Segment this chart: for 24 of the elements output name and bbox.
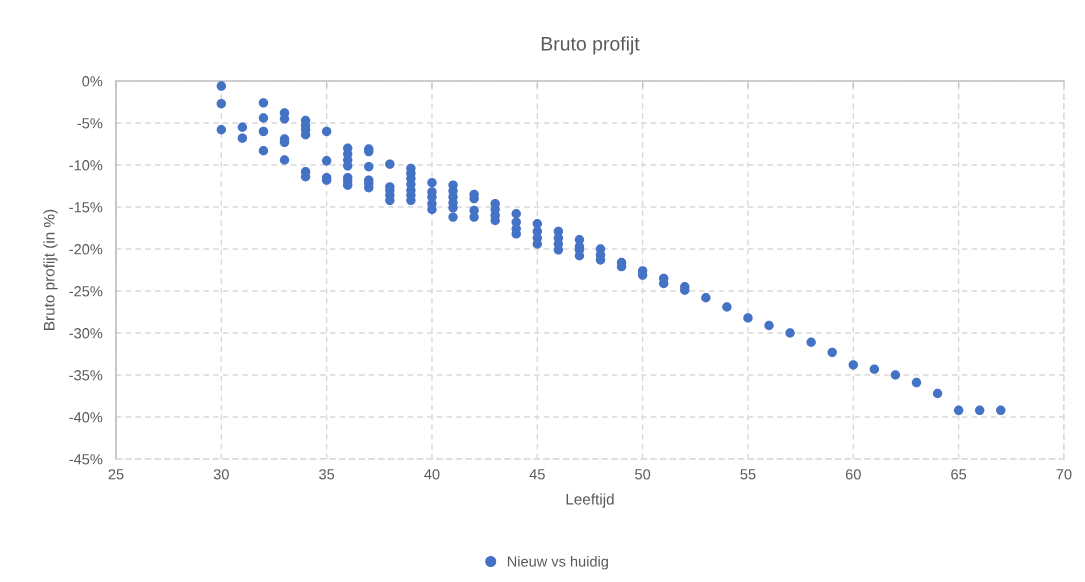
y-tick-label: -5% (77, 118, 103, 129)
x-tick-label: 70 (1056, 469, 1072, 480)
y-tick-label: -15% (69, 202, 103, 213)
y-tick-label: -45% (69, 454, 103, 465)
y-tick-label: 0% (82, 76, 103, 87)
legend-label: Nieuw vs huidig (507, 556, 608, 570)
x-tick-label: 40 (424, 469, 440, 480)
x-tick-label: 55 (740, 469, 756, 480)
chart-title: Bruto profijt (541, 36, 640, 55)
x-tick-label: 30 (213, 469, 229, 480)
y-tick-label: -25% (69, 286, 103, 297)
x-tick-label: 65 (951, 469, 967, 480)
y-tick-label: -10% (69, 160, 103, 171)
y-tick-label: -30% (69, 328, 103, 339)
x-tick-label: 50 (635, 469, 651, 480)
x-tick-label: 60 (845, 469, 861, 480)
y-axis-title: Bruto profijt (in %) (43, 209, 58, 330)
x-tick-label: 45 (529, 469, 545, 480)
x-tick-label: 25 (108, 469, 124, 480)
y-tick-label: -40% (69, 412, 103, 423)
x-axis-title: Leeftijd (566, 493, 614, 508)
y-tick-label: -35% (69, 370, 103, 381)
x-tick-label: 35 (319, 469, 335, 480)
y-tick-label: -20% (69, 244, 103, 255)
